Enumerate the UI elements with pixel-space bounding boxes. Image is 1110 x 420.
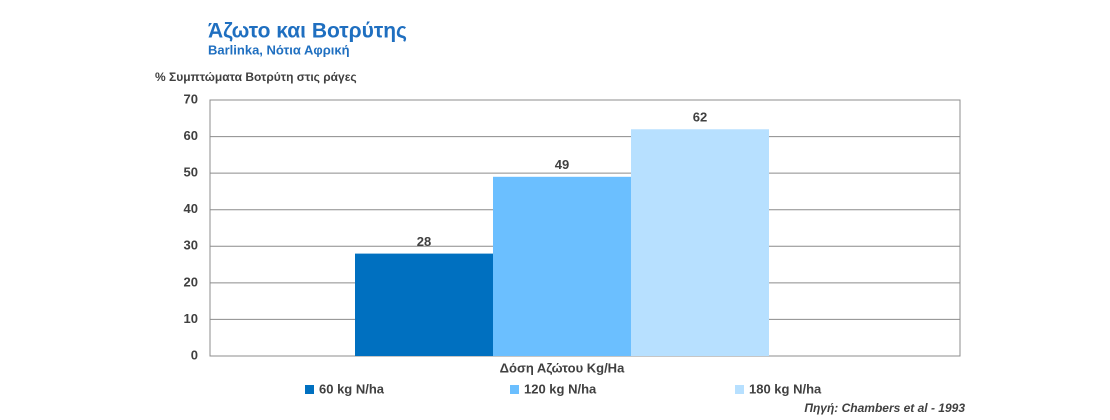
value-label: 28 [417, 234, 431, 249]
y-tick-label: 30 [184, 238, 198, 253]
y-tick-label: 60 [184, 128, 198, 143]
y-tick-label: 0 [191, 347, 198, 362]
x-tick-label: Δόση Αζώτου Kg/Ha [500, 360, 625, 375]
source-note: Πηγή: Chambers et al - 1993 [804, 401, 965, 415]
y-tick-label: 20 [184, 274, 198, 289]
legend-swatch [510, 385, 519, 394]
legend-swatch [305, 385, 314, 394]
y-tick-label: 40 [184, 201, 198, 216]
bar [631, 129, 769, 356]
legend-swatch [735, 385, 744, 394]
chart-title: Άζωτο και Βοτρύτης [208, 20, 407, 43]
legend-label: 60 kg N/ha [319, 381, 385, 396]
legend-label: 180 kg N/ha [749, 381, 822, 396]
chart-subtitle: Barlinka, Νότια Αφρική [208, 42, 350, 57]
legend-label: 120 kg N/ha [524, 381, 597, 396]
y-tick-label: 50 [184, 165, 198, 180]
bar [493, 176, 631, 356]
y-axis-label: % Συμπτώματα Βοτρύτη στις ράγες [155, 70, 357, 84]
bar [355, 253, 493, 356]
y-tick-label: 70 [184, 91, 198, 106]
y-tick-label: 10 [184, 311, 198, 326]
value-label: 62 [693, 110, 707, 125]
value-label: 49 [555, 157, 569, 172]
